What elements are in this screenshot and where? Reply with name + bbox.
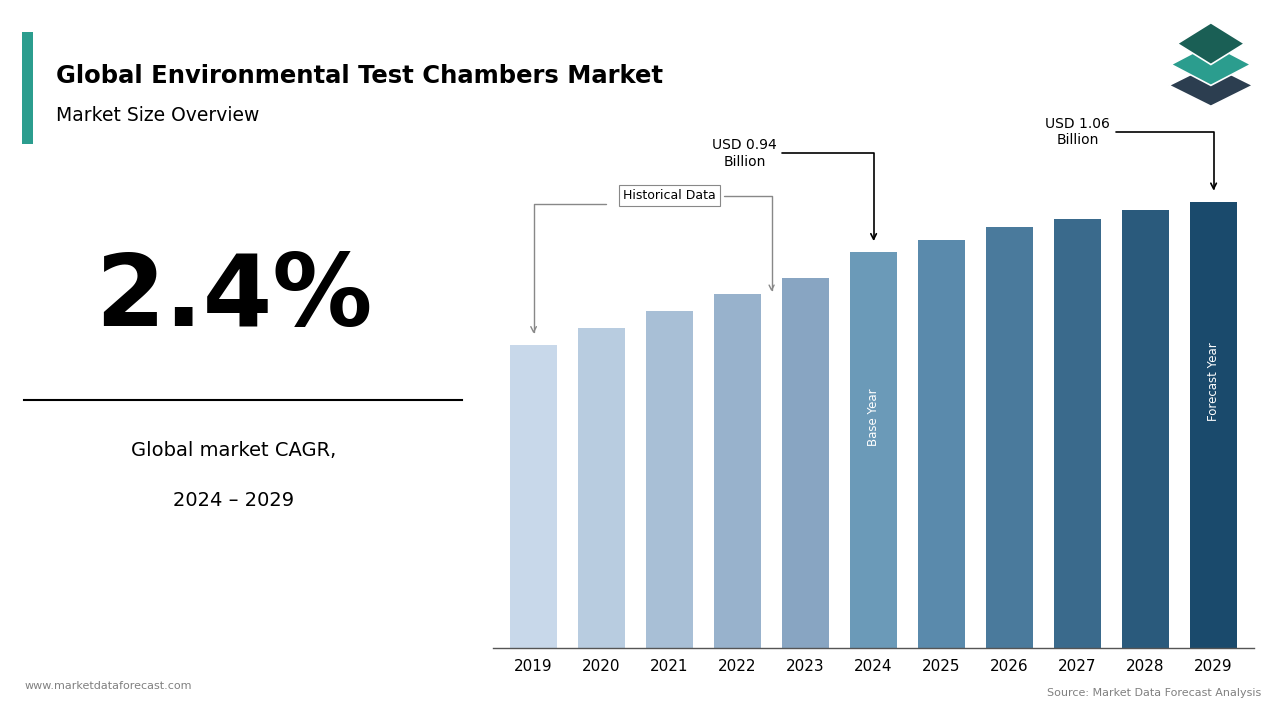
Text: USD 0.94
Billion: USD 0.94 Billion xyxy=(712,138,877,239)
Polygon shape xyxy=(1178,23,1244,65)
Text: Historical Data: Historical Data xyxy=(623,189,774,290)
Bar xyxy=(1053,219,1101,648)
Bar xyxy=(782,278,829,648)
Text: USD 1.06
Billion: USD 1.06 Billion xyxy=(1046,117,1216,189)
Bar xyxy=(714,294,762,648)
Bar xyxy=(577,328,626,648)
Bar xyxy=(646,311,694,648)
Text: Forecast Year: Forecast Year xyxy=(1207,342,1220,420)
Text: Global Environmental Test Chambers Market: Global Environmental Test Chambers Marke… xyxy=(56,63,663,88)
Text: Source: Market Data Forecast Analysis: Source: Market Data Forecast Analysis xyxy=(1047,688,1261,698)
Text: Global market CAGR,: Global market CAGR, xyxy=(131,441,337,459)
Bar xyxy=(986,227,1033,648)
FancyBboxPatch shape xyxy=(22,32,32,144)
Bar xyxy=(918,240,965,648)
Polygon shape xyxy=(1169,65,1253,107)
Text: 2024 – 2029: 2024 – 2029 xyxy=(173,491,294,510)
Bar xyxy=(1190,202,1238,648)
Text: www.marketdataforecast.com: www.marketdataforecast.com xyxy=(24,681,192,691)
Bar xyxy=(1121,210,1170,648)
Bar xyxy=(850,252,897,648)
Text: 2.4%: 2.4% xyxy=(95,251,372,347)
Polygon shape xyxy=(1171,44,1251,86)
Bar xyxy=(509,345,557,648)
Text: Market Size Overview: Market Size Overview xyxy=(56,106,260,125)
Text: Base Year: Base Year xyxy=(867,388,881,446)
